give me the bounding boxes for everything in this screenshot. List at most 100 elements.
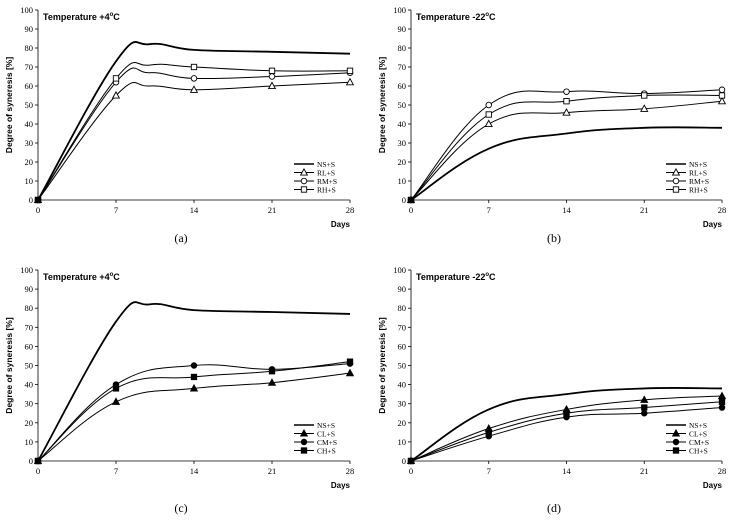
y-tick-label: 50: [398, 361, 407, 371]
panel-caption: (c): [174, 501, 187, 515]
x-tick-label: 14: [190, 466, 199, 476]
y-tick-label: 100: [393, 265, 406, 275]
legend: NS+SCL+SCM+SCH+S: [666, 421, 709, 456]
x-tick-label: 28: [718, 466, 727, 476]
data-point: [267, 378, 277, 386]
y-tick-label: 40: [25, 380, 34, 390]
data-point: [268, 368, 276, 375]
origin-point: [407, 196, 415, 204]
legend-marker: [671, 167, 681, 176]
data-point: [641, 410, 648, 417]
panel-caption: (b): [547, 231, 561, 245]
x-axis-label: Days: [331, 481, 351, 490]
data-point: [563, 98, 570, 105]
y-tick-label: 10: [25, 176, 34, 186]
y-tick-label: 50: [25, 100, 34, 110]
legend-entry: NS+S: [689, 160, 707, 169]
x-tick-label: 0: [409, 205, 413, 215]
series-line: [410, 100, 723, 201]
legend-entry: CH+S: [317, 447, 336, 456]
legend: NS+SRL+SRM+SRH+S: [666, 160, 709, 195]
y-tick-label: 80: [25, 43, 34, 53]
y-tick-label: 100: [20, 5, 33, 15]
legend-marker: [300, 186, 308, 193]
data-point: [562, 108, 571, 116]
series-line: [37, 67, 351, 201]
data-point: [111, 90, 121, 99]
y-tick-label: 20: [398, 418, 407, 428]
legend-marker: [671, 428, 681, 437]
y-tick-label: 30: [25, 138, 34, 148]
origin-point: [34, 457, 42, 465]
data-point: [485, 111, 492, 118]
legend-entry: RH+S: [317, 186, 336, 195]
data-point: [717, 391, 727, 400]
temperature-annotation: Temperature -22oC: [416, 272, 496, 282]
chart-panel-4: 0 10 20 30 40 50 60 70 80 90 100 0 7 14 21 28 Days Degree…: [377, 265, 726, 515]
y-tick-label: 70: [398, 322, 407, 332]
series-line: [410, 94, 723, 201]
temperature-annotation: Temperature -22oC: [416, 12, 496, 22]
data-point: [641, 404, 648, 411]
y-tick-label: 0: [29, 456, 33, 466]
data-point: [563, 88, 570, 95]
panel-caption: (a): [174, 231, 187, 245]
y-tick-label: 20: [25, 157, 34, 167]
legend-marker: [672, 447, 680, 454]
legend-entry: NS+S: [689, 421, 707, 430]
data-point: [268, 67, 276, 74]
data-point: [189, 383, 199, 392]
x-tick-label: 0: [36, 466, 40, 476]
y-tick-label: 30: [398, 399, 407, 409]
origin-point: [407, 457, 415, 465]
legend: NS+SCL+SCM+SCH+S: [294, 421, 337, 456]
series-NS+S: [37, 301, 351, 462]
y-tick-label: 100: [393, 5, 406, 15]
x-axis-label: Days: [331, 220, 351, 229]
legend-entry: CM+S: [317, 438, 337, 447]
x-tick-label: 7: [114, 466, 118, 476]
data-point: [485, 429, 492, 436]
legend-entry: CL+S: [317, 430, 335, 439]
data-point: [345, 77, 355, 86]
y-tick-label: 30: [398, 138, 407, 148]
legend-entry: CL+S: [689, 430, 707, 439]
x-tick-label: 28: [346, 466, 355, 476]
chart-panel-3: 0 10 20 30 40 50 60 70 80 90 100 0 7 14 21 28 Days Degree…: [4, 265, 354, 515]
data-point: [718, 92, 726, 99]
x-tick-label: 7: [487, 205, 491, 215]
data-point: [190, 373, 198, 381]
series-RL+S: [33, 77, 355, 204]
legend-entry: RL+S: [317, 169, 335, 178]
x-tick-label: 0: [36, 205, 40, 215]
y-tick-label: 0: [402, 456, 406, 466]
y-axis-label: Degree of syneresis [%]: [377, 57, 387, 154]
data-point: [485, 101, 493, 109]
series-NS+S: [410, 126, 723, 201]
legend-entry: RM+S: [689, 177, 709, 186]
series-line: [37, 301, 351, 462]
legend-marker: [672, 177, 680, 185]
data-point: [640, 395, 649, 403]
y-tick-label: 70: [25, 62, 34, 72]
x-axis-label: Days: [703, 481, 723, 490]
legend-marker: [299, 428, 309, 437]
series-line: [410, 126, 723, 201]
legend-marker: [299, 167, 309, 176]
series-line: [37, 81, 351, 201]
y-tick-label: 50: [25, 361, 34, 371]
temperature-annotation: Temperature +4oC: [43, 12, 120, 22]
data-point: [112, 75, 120, 82]
y-tick-label: 20: [25, 418, 34, 428]
chart-panel-1: 0 10 20 30 40 50 60 70 80 90 100 0 7 14 21 28 Days Degree…: [4, 5, 354, 245]
series-line: [37, 41, 351, 201]
y-tick-label: 20: [398, 157, 407, 167]
temperature-annotation: Temperature +4oC: [43, 272, 120, 282]
y-tick-label: 30: [25, 399, 34, 409]
y-tick-label: 60: [398, 81, 407, 91]
x-tick-label: 21: [268, 466, 277, 476]
y-tick-label: 70: [25, 322, 34, 332]
chart-panel-2: 0 10 20 30 40 50 60 70 80 90 100 0 7 14 21 28 Days Degree…: [377, 5, 726, 245]
y-tick-label: 10: [25, 437, 34, 447]
y-tick-label: 70: [398, 62, 407, 72]
